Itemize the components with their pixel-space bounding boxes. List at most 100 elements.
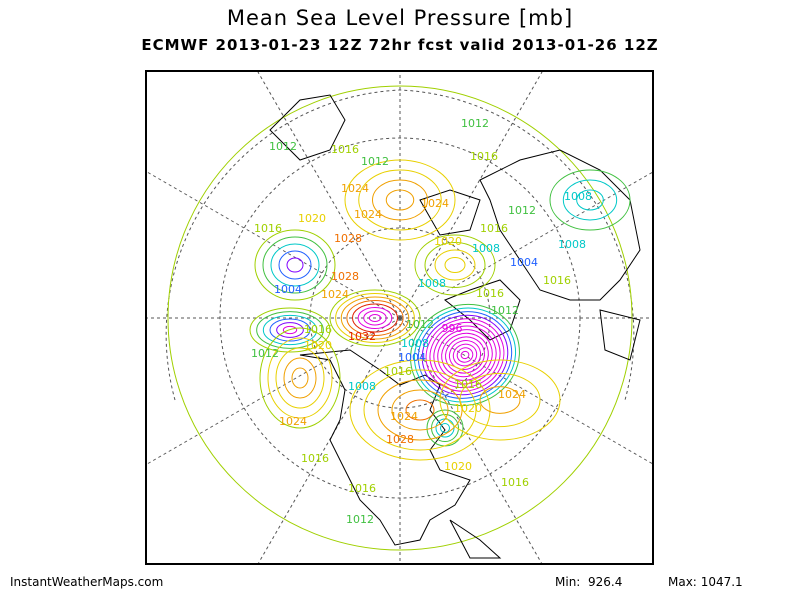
- isobar-label: 1028: [331, 270, 359, 283]
- isobar: [363, 369, 477, 451]
- isobar-label: 1028: [386, 433, 414, 446]
- isobar-label: 1028: [334, 232, 362, 245]
- isobar: [434, 249, 476, 281]
- meridian-line: [147, 317, 401, 465]
- max-label: Max:: [668, 575, 697, 589]
- isobar-label: 1020: [454, 402, 482, 415]
- isobar: [267, 337, 333, 419]
- isobar: [549, 169, 631, 231]
- isobar-label: 1016: [501, 476, 529, 489]
- map-title: Mean Sea Level Pressure [mb]: [226, 6, 574, 30]
- isobar-label: 1012: [269, 140, 297, 153]
- isobar: [368, 314, 382, 322]
- isobar-label: 1016: [304, 323, 332, 336]
- isobar: [372, 179, 428, 221]
- isobar-label: 1024: [354, 208, 382, 221]
- isobar: [440, 423, 450, 433]
- isobar: [344, 159, 456, 241]
- isobar: [433, 325, 497, 385]
- isobar-label: 1024: [421, 197, 449, 210]
- isobar: [363, 310, 387, 326]
- isobar-label: 1008: [401, 337, 429, 350]
- isobar: [256, 311, 324, 349]
- isobar-label: 1024: [321, 288, 349, 301]
- isobar-label: 1016: [384, 365, 412, 378]
- isobar: [562, 179, 618, 221]
- isobar: [456, 347, 474, 363]
- isobar: [424, 242, 486, 288]
- isobar: [576, 189, 604, 211]
- max-readout: Max: 1047.1: [668, 575, 743, 589]
- lat-lon-grid: [147, 72, 652, 563]
- isobar: [414, 234, 496, 296]
- isobar-label: 1012: [346, 513, 374, 526]
- isobar: [425, 318, 505, 392]
- coastline: [419, 189, 481, 236]
- isobar: [439, 359, 561, 441]
- isobar-label: 1008: [348, 380, 376, 393]
- isobar: [385, 189, 415, 211]
- isobar-label: 1024: [279, 415, 307, 428]
- isobar: [410, 303, 520, 407]
- coastline: [449, 519, 502, 559]
- isobar-label: 1012: [508, 204, 536, 217]
- isobar: [413, 307, 517, 403]
- isobar: [275, 347, 325, 409]
- isobar-label: 1020: [298, 212, 326, 225]
- isobar: [377, 379, 463, 441]
- isobar: [278, 250, 312, 280]
- isobar: [437, 329, 493, 381]
- isobar-label: 1012: [461, 117, 489, 130]
- meridian-line: [147, 171, 401, 319]
- coastline: [479, 149, 641, 301]
- isobar-label: 1008: [564, 190, 592, 203]
- isobar: [460, 350, 470, 360]
- isobar: [282, 325, 298, 335]
- isobar-label: 1012: [361, 155, 389, 168]
- isobar: [340, 296, 410, 340]
- isobar: [329, 289, 421, 347]
- isobar-label: 1016: [476, 287, 504, 300]
- isobar-label: 1016: [348, 482, 376, 495]
- isobar-label: 1008: [418, 277, 446, 290]
- isobar: [349, 359, 491, 461]
- isobar: [262, 236, 328, 294]
- isobar-label: 1016: [454, 378, 482, 391]
- meridian-line: [399, 72, 543, 319]
- isobar-label: 1004: [274, 283, 302, 296]
- isobar-label: 1024: [341, 182, 369, 195]
- isobar-label: 1016: [331, 143, 359, 156]
- isobar-label: 1008: [558, 238, 586, 251]
- isobar-label: 1016: [480, 222, 508, 235]
- isobar: [262, 314, 318, 346]
- isobars: [249, 159, 631, 461]
- isobar: [459, 372, 541, 428]
- coastline: [299, 349, 471, 546]
- isobar-label: 1020: [434, 235, 462, 248]
- isobar: [352, 303, 398, 333]
- isobar: [249, 307, 331, 353]
- isobar: [335, 293, 415, 343]
- isobar-label: 1016: [301, 452, 329, 465]
- isobar: [276, 322, 304, 338]
- isobar: [270, 243, 320, 287]
- pressure-map: 1012 1012 1016 1012 1016 1024 1024 1012 1008 1016…: [145, 70, 654, 565]
- min-label: Min:: [555, 575, 581, 589]
- isobar-label: 1012: [491, 304, 519, 317]
- map-subtitle: ECMWF 2013-01-23 12Z 72hr fcst valid 201…: [141, 36, 659, 54]
- isobar: [429, 321, 501, 389]
- coastline: [599, 309, 641, 361]
- meridian-line: [258, 317, 401, 563]
- isobar-label: 1004: [510, 256, 538, 269]
- meridian-line: [257, 72, 401, 319]
- isobar: [452, 343, 478, 367]
- isobar: [405, 399, 435, 421]
- isobar-label: 1032: [348, 330, 376, 343]
- meridian-line: [399, 317, 542, 563]
- coastline: [269, 94, 346, 161]
- site-credit: InstantWeatherMaps.com: [10, 575, 164, 589]
- isobar: [445, 336, 485, 374]
- isobar: [269, 318, 311, 342]
- isobar-label: 1016: [470, 150, 498, 163]
